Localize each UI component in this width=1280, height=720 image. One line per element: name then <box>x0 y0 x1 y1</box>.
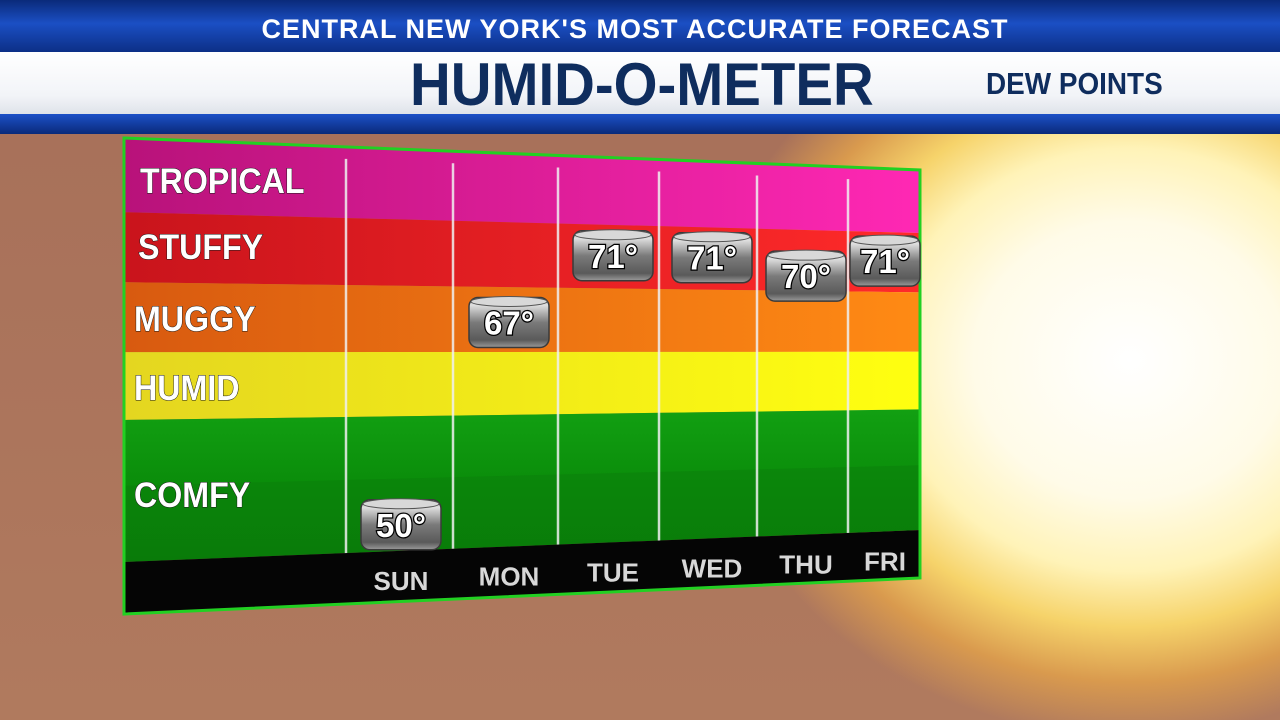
zone-band-humid <box>124 351 920 420</box>
value-label-thu: 70° <box>781 258 831 295</box>
chart-border <box>122 136 922 616</box>
zone-label-humid: HUMID <box>134 370 239 409</box>
zone-labels: TROPICAL STUFFY MUGGY HUMID COMFY <box>134 162 305 516</box>
value-badge-wed: 71° <box>671 231 753 284</box>
day-label-tue: TUE <box>587 557 639 587</box>
zone-label-comfy: COMFY <box>134 477 250 516</box>
value-badge-tue: 71° <box>572 229 654 282</box>
zone-band-comfy <box>124 409 920 562</box>
badge-rim <box>470 295 548 307</box>
zone-label-tropical: TROPICAL <box>140 163 304 202</box>
header-tagline: CENTRAL NEW YORK'S MOST ACCURATE FORECAS… <box>261 14 1009 44</box>
value-badge-sun: 50° <box>360 498 442 551</box>
day-axis-bar <box>122 136 922 616</box>
badge-rim <box>362 498 440 510</box>
day-labels: SUN MON TUE WED THU FRI <box>374 546 906 595</box>
badge-rim <box>574 229 652 241</box>
zone-band-tropical <box>124 138 920 233</box>
header-banner-bottom <box>0 114 1280 134</box>
page-title: HUMID-O-METER <box>410 51 874 118</box>
value-label-wed: 71° <box>687 240 737 277</box>
day-dividers <box>344 158 850 560</box>
day-axis-background <box>124 530 920 614</box>
value-badges: 50° 67° 71° 71° 70° 71° <box>360 229 921 551</box>
badge-rim <box>673 231 751 243</box>
day-label-wed: WED <box>682 553 743 583</box>
value-badge-mon: 67° <box>468 295 550 349</box>
comfy-shade <box>124 465 920 562</box>
day-label-mon: MON <box>479 562 540 592</box>
value-badge-thu: 70° <box>765 249 847 302</box>
badge-rim <box>767 249 845 261</box>
value-label-mon: 67° <box>484 304 534 341</box>
day-label-sun: SUN <box>374 566 429 596</box>
header-banner-top <box>0 0 1280 52</box>
day-label-fri: FRI <box>864 546 906 576</box>
page-subtitle: DEW POINTS <box>986 66 1163 101</box>
zone-label-muggy: MUGGY <box>134 301 256 340</box>
header-banner-main <box>0 52 1280 114</box>
value-badge-fri: 71° <box>849 234 921 287</box>
value-label-sun: 50° <box>376 507 426 544</box>
badge-rim <box>851 234 919 246</box>
day-label-thu: THU <box>779 550 832 580</box>
value-label-fri: 71° <box>860 243 910 280</box>
value-label-tue: 71° <box>588 238 638 275</box>
zone-label-stuffy: STUFFY <box>138 229 263 268</box>
